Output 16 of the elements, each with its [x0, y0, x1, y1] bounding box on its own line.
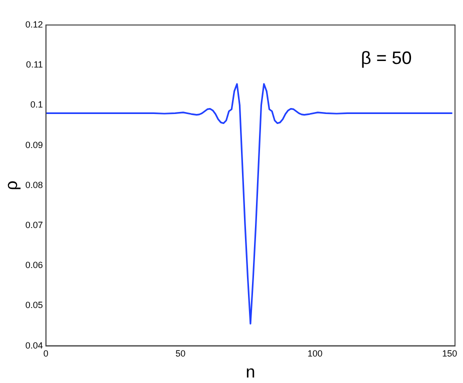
- x-tick-label: 0: [43, 348, 48, 359]
- y-tick-label: 0.11: [26, 60, 43, 70]
- y-tick-label: 0.07: [25, 220, 43, 230]
- x-tick-label: 100: [308, 348, 323, 359]
- x-tick-label: 50: [175, 348, 186, 359]
- y-axis-title: ρ: [2, 180, 21, 190]
- x-axis-title: n: [246, 362, 256, 382]
- annotation: β = 50: [360, 48, 412, 68]
- y-tick-label: 0.12: [25, 19, 43, 30]
- y-tick-label: 0.06: [25, 260, 43, 270]
- x-tick-label: 150: [442, 348, 458, 359]
- y-tick-label: 0.08: [25, 180, 43, 190]
- y-tick-label: 0.09: [25, 140, 43, 150]
- y-tick-label: 0.1: [30, 100, 43, 110]
- y-tick-label: 0.05: [25, 300, 43, 310]
- y-tick-label: 0.04: [25, 340, 43, 350]
